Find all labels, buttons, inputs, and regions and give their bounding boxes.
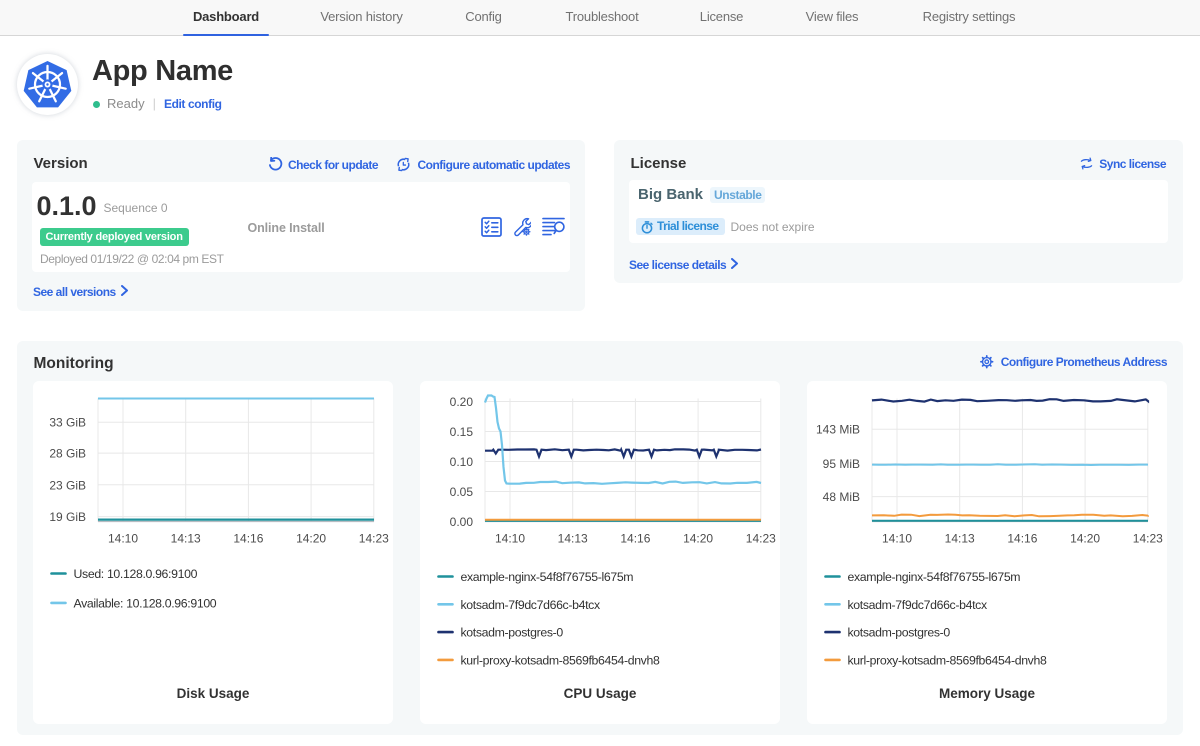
svg-text:28 GiB: 28 GiB xyxy=(49,447,86,461)
svg-text:example-nginx-54f8f76755-l675m: example-nginx-54f8f76755-l675m xyxy=(848,570,1021,584)
svg-text:33 GiB: 33 GiB xyxy=(49,416,86,430)
svg-text:143 MiB: 143 MiB xyxy=(816,423,860,437)
svg-text:48 MiB: 48 MiB xyxy=(823,490,860,504)
svg-text:CPU Usage: CPU Usage xyxy=(563,686,636,701)
svg-text:14:10: 14:10 xyxy=(494,532,524,546)
svg-text:kurl-proxy-kotsadm-8569fb6454-: kurl-proxy-kotsadm-8569fb6454-dnvh8 xyxy=(848,653,1047,667)
svg-text:14:23: 14:23 xyxy=(358,532,388,546)
svg-text:14:13: 14:13 xyxy=(170,532,200,546)
svg-text:23 GiB: 23 GiB xyxy=(49,478,86,492)
svg-text:14:10: 14:10 xyxy=(107,532,137,546)
svg-text:0.00: 0.00 xyxy=(449,515,473,529)
svg-text:0.15: 0.15 xyxy=(449,425,473,439)
svg-text:14:13: 14:13 xyxy=(945,532,975,546)
svg-text:14:16: 14:16 xyxy=(620,532,650,546)
svg-text:kotsadm-7f9dc7d66c-b4tcx: kotsadm-7f9dc7d66c-b4tcx xyxy=(848,598,988,612)
svg-text:kotsadm-postgres-0: kotsadm-postgres-0 xyxy=(848,626,951,640)
svg-text:Disk Usage: Disk Usage xyxy=(176,686,249,701)
svg-text:Used: 10.128.0.96:9100: Used: 10.128.0.96:9100 xyxy=(73,567,197,581)
svg-text:0.10: 0.10 xyxy=(449,455,473,469)
svg-text:Available: 10.128.0.96:9100: Available: 10.128.0.96:9100 xyxy=(73,596,216,610)
svg-text:14:20: 14:20 xyxy=(683,532,713,546)
svg-text:95 MiB: 95 MiB xyxy=(823,457,860,471)
svg-text:0.05: 0.05 xyxy=(449,485,473,499)
svg-text:14:20: 14:20 xyxy=(1070,532,1100,546)
svg-text:14:16: 14:16 xyxy=(233,532,263,546)
svg-text:kotsadm-postgres-0: kotsadm-postgres-0 xyxy=(460,626,563,640)
svg-text:14:23: 14:23 xyxy=(1133,532,1163,546)
svg-text:14:13: 14:13 xyxy=(557,532,587,546)
svg-text:Memory Usage: Memory Usage xyxy=(939,686,1036,701)
svg-text:kurl-proxy-kotsadm-8569fb6454-: kurl-proxy-kotsadm-8569fb6454-dnvh8 xyxy=(460,653,659,667)
svg-text:14:16: 14:16 xyxy=(1007,532,1037,546)
svg-text:14:10: 14:10 xyxy=(882,532,912,546)
svg-text:14:23: 14:23 xyxy=(745,532,775,546)
svg-text:example-nginx-54f8f76755-l675m: example-nginx-54f8f76755-l675m xyxy=(460,570,633,584)
svg-text:kotsadm-7f9dc7d66c-b4tcx: kotsadm-7f9dc7d66c-b4tcx xyxy=(460,598,600,612)
svg-text:19 GiB: 19 GiB xyxy=(49,510,86,524)
svg-text:0.20: 0.20 xyxy=(449,395,473,409)
svg-text:14:20: 14:20 xyxy=(296,532,326,546)
